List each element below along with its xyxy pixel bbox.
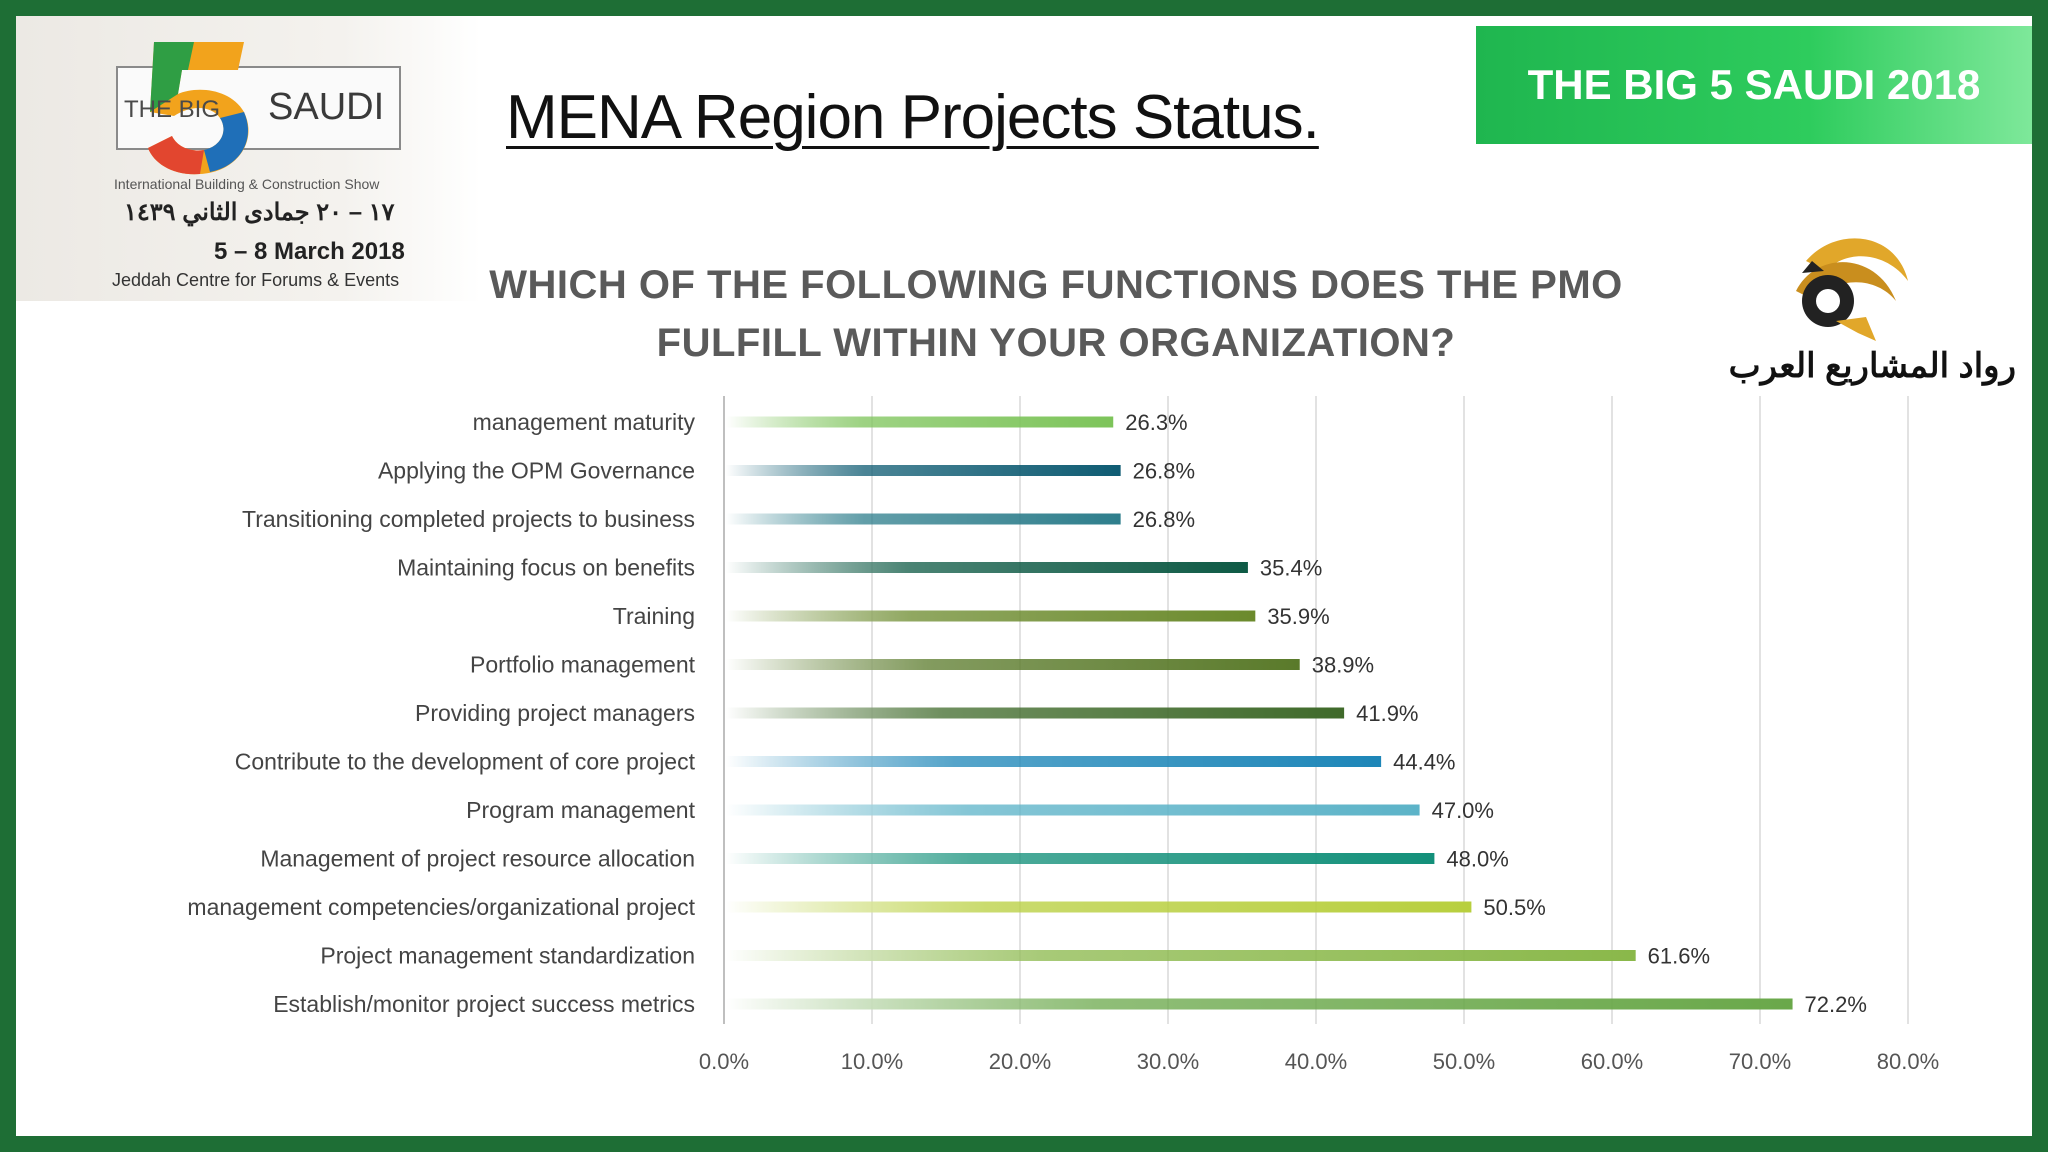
value-label: 35.9% xyxy=(1267,604,1329,629)
bar xyxy=(726,707,1345,719)
value-label: 26.8% xyxy=(1133,459,1195,484)
category-label: Contribute to the development of core pr… xyxy=(235,749,696,775)
big-five-logo-icon xyxy=(148,42,249,175)
eagle-gear-logo-icon xyxy=(1796,238,1908,341)
logo-the-big-text: THE BIG xyxy=(124,96,221,123)
slide: THE BIG SAUDI International Building & C… xyxy=(16,16,2032,1136)
value-label: 50.5% xyxy=(1483,895,1545,920)
logo-venue: Jeddah Centre for Forums & Events xyxy=(112,270,400,290)
category-label: Portfolio management xyxy=(470,652,696,678)
event-banner: THE BIG 5 SAUDI 2018 xyxy=(1476,26,2032,144)
banner-text: THE BIG 5 SAUDI 2018 xyxy=(1527,61,1981,108)
value-label: 41.9% xyxy=(1356,701,1418,726)
category-label: Establish/monitor project success metric… xyxy=(273,991,695,1017)
category-label: Training xyxy=(613,603,695,629)
category-label: Project management standardization xyxy=(320,943,695,969)
bar xyxy=(726,562,1248,573)
bar xyxy=(726,610,1256,622)
x-tick-label: 40.0% xyxy=(1285,1049,1347,1074)
category-label: management maturity xyxy=(473,409,696,435)
x-tick-label: 30.0% xyxy=(1137,1049,1199,1074)
bar xyxy=(726,998,1793,1010)
value-label: 47.0% xyxy=(1432,798,1494,823)
category-label: Management of project resource allocatio… xyxy=(260,846,695,872)
category-label: management competencies/organizational p… xyxy=(187,894,695,920)
x-tick-label: 80.0% xyxy=(1877,1049,1939,1074)
logo-arabic-date: ١٧ – ٢٠ جمادى الثاني ١٤٣٩ xyxy=(124,199,395,226)
x-tick-label: 60.0% xyxy=(1581,1049,1643,1074)
value-label: 61.6% xyxy=(1648,944,1710,969)
category-label: Maintaining focus on benefits xyxy=(397,555,695,581)
bar xyxy=(726,853,1435,864)
bar xyxy=(726,804,1420,816)
category-label: Program management xyxy=(466,797,695,823)
x-tick-label: 10.0% xyxy=(841,1049,903,1074)
value-label: 26.8% xyxy=(1133,507,1195,532)
value-label: 38.9% xyxy=(1312,653,1374,678)
logo-subtitle: International Building & Construction Sh… xyxy=(114,176,380,192)
bar xyxy=(726,950,1636,961)
category-label: Providing project managers xyxy=(415,700,695,726)
category-label: Applying the OPM Governance xyxy=(378,458,695,484)
value-label: 72.2% xyxy=(1805,992,1867,1017)
event-logo-band xyxy=(16,16,481,301)
value-label: 48.0% xyxy=(1446,847,1508,872)
x-tick-label: 20.0% xyxy=(989,1049,1051,1074)
bar xyxy=(726,659,1300,670)
page-title: MENA Region Projects Status. xyxy=(506,83,1320,152)
bar xyxy=(726,901,1472,913)
logo-date: 5 – 8 March 2018 xyxy=(214,238,405,265)
chart: 0.0% 10.0% 20.0% 30.0% 40.0% 50.0% 60.0% 70.0% 8… xyxy=(187,396,1939,1074)
value-label: 35.4% xyxy=(1260,556,1322,581)
org-logo-text: رواد المشاريع العرب xyxy=(1728,347,2016,385)
bar xyxy=(726,756,1382,767)
category-label: Transitioning completed projects to busi… xyxy=(242,506,695,532)
x-tick-label: 50.0% xyxy=(1433,1049,1495,1074)
value-label: 44.4% xyxy=(1393,750,1455,775)
x-tick-label: 0.0% xyxy=(699,1049,749,1074)
bar xyxy=(726,465,1121,476)
logo-saudi-text: SAUDI xyxy=(268,86,385,128)
bar xyxy=(726,416,1114,428)
value-label: 26.3% xyxy=(1125,410,1187,435)
x-tick-label: 70.0% xyxy=(1729,1049,1791,1074)
bar xyxy=(726,513,1121,525)
chart-title: WHICH OF THE FOLLOWING FUNCTIONS DOES TH… xyxy=(489,263,1623,365)
